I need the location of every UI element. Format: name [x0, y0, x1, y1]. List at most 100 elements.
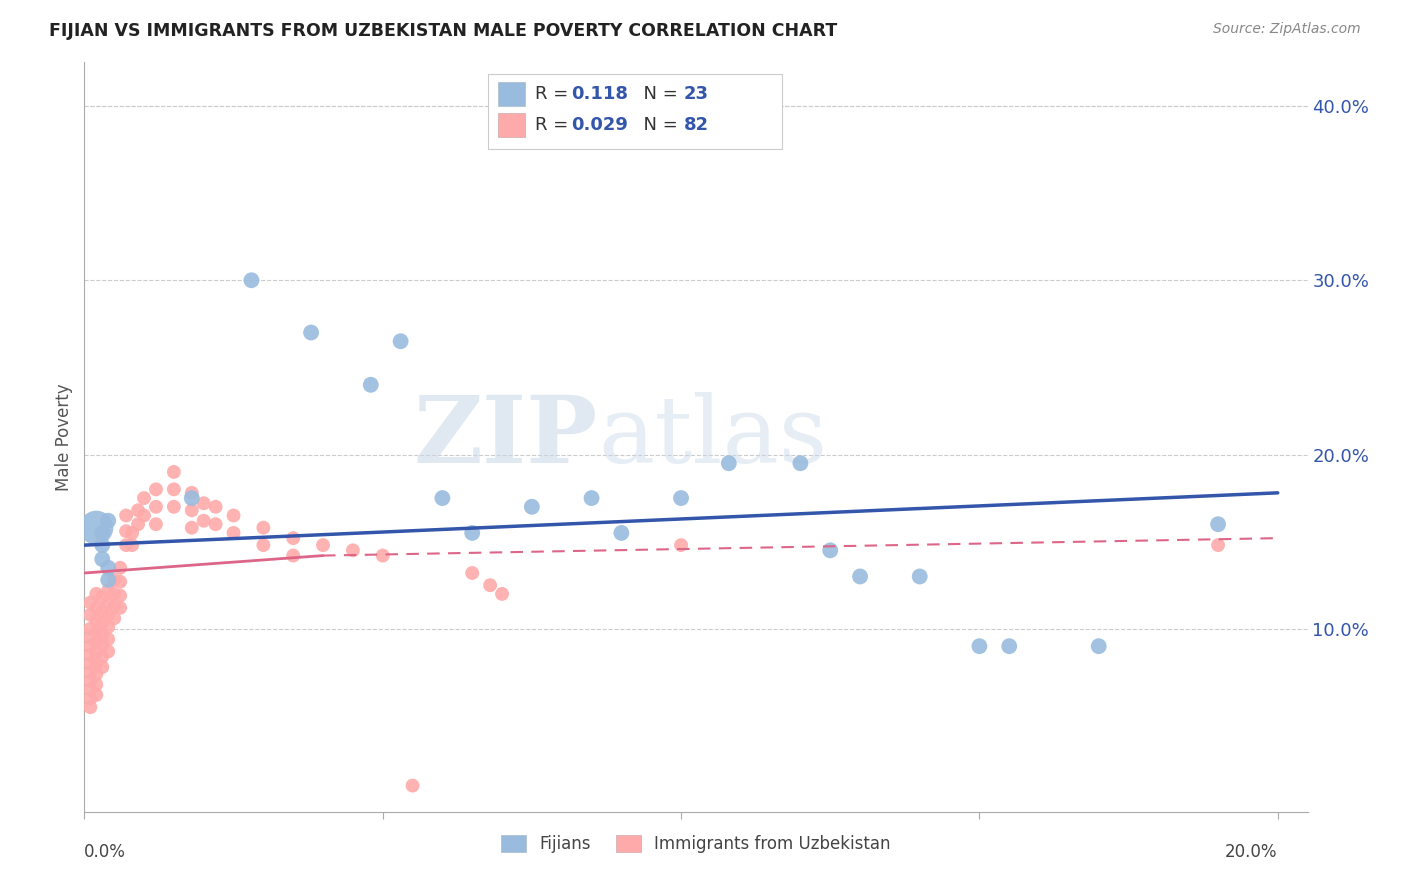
Point — [180, 503, 202, 517]
Point — [91, 627, 114, 641]
Point — [520, 500, 543, 514]
Point — [84, 600, 107, 615]
Point — [115, 538, 138, 552]
Point — [103, 599, 125, 613]
FancyBboxPatch shape — [488, 74, 782, 149]
Point — [204, 500, 226, 514]
Point — [103, 573, 125, 587]
Point — [145, 483, 167, 497]
Point — [97, 573, 120, 587]
Point — [91, 660, 114, 674]
Point — [312, 538, 335, 552]
Point — [479, 578, 502, 592]
Point — [1206, 538, 1229, 552]
Point — [299, 326, 322, 340]
Text: ZIP: ZIP — [413, 392, 598, 482]
Point — [163, 500, 186, 514]
Point — [115, 524, 138, 538]
Text: 82: 82 — [683, 116, 709, 134]
Point — [79, 682, 101, 697]
Point — [789, 456, 811, 470]
Text: 0.0%: 0.0% — [84, 843, 127, 861]
Point — [127, 517, 149, 532]
Point — [79, 639, 101, 653]
Point — [84, 587, 107, 601]
Point — [108, 589, 131, 603]
Point — [108, 574, 131, 589]
FancyBboxPatch shape — [498, 82, 524, 106]
Point — [91, 637, 114, 651]
Point — [84, 646, 107, 660]
Text: Source: ZipAtlas.com: Source: ZipAtlas.com — [1213, 22, 1361, 37]
Point — [91, 591, 114, 605]
Point — [108, 600, 131, 615]
Point — [180, 491, 202, 505]
Point — [401, 779, 423, 793]
Point — [163, 465, 186, 479]
Point — [204, 517, 226, 532]
Point — [108, 561, 131, 575]
Point — [432, 491, 454, 505]
Point — [97, 561, 120, 575]
Point — [145, 517, 167, 532]
Point — [115, 508, 138, 523]
Point — [97, 644, 120, 658]
Y-axis label: Male Poverty: Male Poverty — [55, 384, 73, 491]
Point — [91, 552, 114, 566]
Point — [252, 521, 274, 535]
Point — [103, 587, 125, 601]
Point — [252, 538, 274, 552]
Text: FIJIAN VS IMMIGRANTS FROM UZBEKISTAN MALE POVERTY CORRELATION CHART: FIJIAN VS IMMIGRANTS FROM UZBEKISTAN MAL… — [49, 22, 838, 40]
Point — [389, 334, 412, 349]
Point — [610, 525, 633, 540]
Point — [222, 525, 245, 540]
Point — [222, 508, 245, 523]
Point — [84, 688, 107, 702]
Point — [79, 657, 101, 671]
Text: 0.118: 0.118 — [571, 85, 628, 103]
Point — [121, 538, 143, 552]
Text: R =: R = — [534, 85, 574, 103]
Point — [79, 665, 101, 680]
Point — [969, 639, 991, 653]
Point — [163, 483, 186, 497]
Point — [461, 525, 484, 540]
FancyBboxPatch shape — [498, 112, 524, 136]
Point — [84, 625, 107, 640]
Text: atlas: atlas — [598, 392, 827, 482]
Point — [461, 566, 484, 580]
Point — [360, 377, 382, 392]
Point — [79, 691, 101, 706]
Point — [132, 508, 155, 523]
Point — [97, 514, 120, 528]
Point — [91, 615, 114, 629]
Point — [103, 611, 125, 625]
Point — [127, 503, 149, 517]
Point — [91, 649, 114, 664]
Text: N =: N = — [633, 85, 683, 103]
Point — [84, 677, 107, 691]
Point — [998, 639, 1021, 653]
Point — [91, 525, 114, 540]
Point — [79, 622, 101, 636]
Point — [193, 514, 215, 528]
Point — [908, 569, 931, 583]
Text: 0.029: 0.029 — [571, 116, 628, 134]
Point — [491, 587, 513, 601]
Point — [97, 583, 120, 598]
Text: N =: N = — [633, 116, 683, 134]
Point — [849, 569, 872, 583]
Point — [79, 596, 101, 610]
Point — [132, 491, 155, 505]
Point — [283, 531, 305, 545]
Point — [97, 620, 120, 634]
Point — [97, 632, 120, 647]
Point — [193, 496, 215, 510]
Text: R =: R = — [534, 116, 574, 134]
Text: 23: 23 — [683, 85, 709, 103]
Point — [669, 538, 692, 552]
Point — [84, 613, 107, 627]
Point — [91, 538, 114, 552]
Point — [79, 607, 101, 622]
Point — [240, 273, 263, 287]
